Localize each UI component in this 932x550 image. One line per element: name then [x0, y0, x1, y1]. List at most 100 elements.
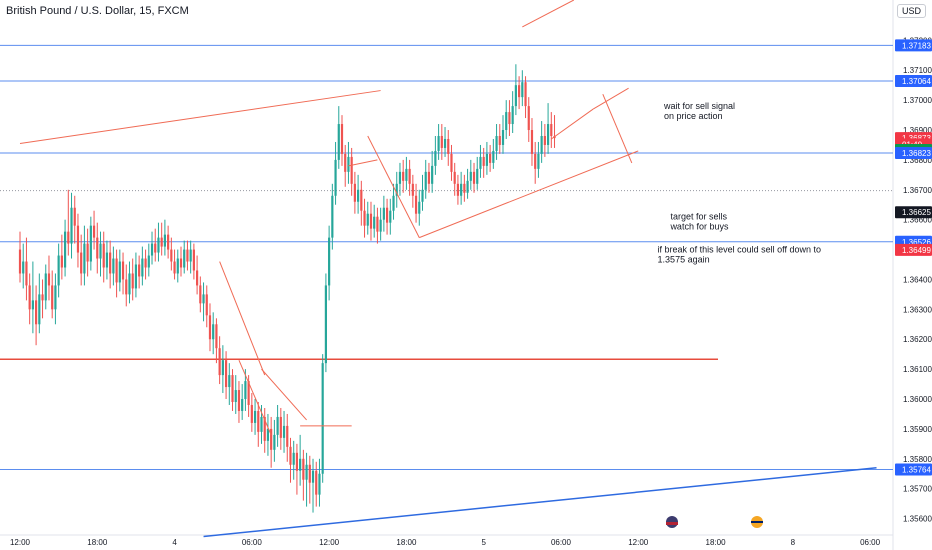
- candle-body: [360, 189, 363, 211]
- candle-body: [150, 243, 154, 256]
- price-badge-label: 1.37183: [902, 41, 931, 50]
- candle-body: [469, 171, 472, 181]
- candle-body: [450, 153, 453, 172]
- candle-body: [546, 124, 550, 145]
- candle-body: [476, 168, 479, 184]
- candle-body: [411, 183, 414, 196]
- candle-body: [76, 225, 80, 253]
- candle-body: [51, 285, 54, 310]
- candle-body: [170, 249, 173, 262]
- candle-body: [299, 458, 302, 471]
- candle-body: [89, 225, 92, 262]
- candles: [18, 64, 556, 513]
- candle-body: [99, 243, 102, 259]
- candle-body: [96, 237, 99, 259]
- candle-body: [144, 258, 147, 268]
- candle-body: [508, 112, 511, 125]
- candle-body: [427, 171, 431, 184]
- candle-body: [292, 452, 295, 465]
- x-tick-label: 8: [791, 538, 796, 547]
- price-badge-label: 1.36625: [902, 208, 931, 217]
- y-tick-label: 1.36200: [903, 335, 932, 344]
- candle-body: [295, 452, 299, 471]
- candle-body: [389, 210, 392, 223]
- candle-body: [421, 189, 424, 202]
- x-tick-label: 4: [172, 538, 177, 547]
- flag-gb-icon: [751, 516, 763, 528]
- x-tick-label: 06:00: [242, 538, 263, 547]
- chart-title: British Pound / U.S. Dollar, 15, FXCM: [6, 5, 189, 17]
- candle-body: [328, 237, 331, 286]
- x-tick-label: 06:00: [551, 538, 572, 547]
- candle-body: [337, 124, 340, 160]
- price-badge-label: 1.36526: [902, 238, 931, 247]
- y-tick-label: 1.36900: [903, 126, 932, 135]
- candle-body: [463, 183, 466, 193]
- price-badge: [895, 147, 932, 160]
- candle-body: [244, 381, 247, 400]
- candle-body: [511, 106, 514, 125]
- price-axis[interactable]: 1.372001.371001.370001.369001.368001.367…: [895, 36, 932, 524]
- candle-body: [382, 207, 385, 220]
- annotation-text: if break of this level could sell off do…: [658, 245, 821, 265]
- candle-body: [286, 425, 289, 447]
- candle-body: [109, 252, 112, 274]
- candle-body: [489, 153, 492, 163]
- candle-body: [260, 416, 263, 432]
- candle-body: [318, 473, 321, 495]
- candle-body: [270, 428, 273, 450]
- candle-body: [67, 231, 70, 244]
- candle-body: [250, 404, 253, 423]
- candle-body: [234, 390, 237, 402]
- candle-body: [534, 153, 537, 169]
- candle-body: [276, 416, 279, 435]
- candle-body: [218, 348, 221, 376]
- candle-body: [31, 300, 34, 310]
- candle-body: [154, 243, 157, 253]
- candle-body: [357, 189, 360, 202]
- annotation-line: wait for sell signal: [663, 101, 735, 111]
- candle-body: [18, 249, 22, 274]
- time-axis[interactable]: 12:00 18:00 4 06:00 12:00 18:00 5 06:00 12:00 18:…: [10, 538, 881, 547]
- candle-body: [247, 381, 250, 405]
- candle-body: [279, 416, 282, 438]
- y-tick-label: 1.35800: [903, 455, 932, 464]
- candle-body: [176, 258, 179, 274]
- annotation-line: watch for buys: [669, 222, 729, 232]
- candle-body: [266, 428, 270, 441]
- candle-body: [205, 294, 208, 316]
- y-tick-label: 1.36600: [903, 216, 932, 225]
- candle-body: [385, 207, 389, 223]
- candle-body: [183, 249, 186, 268]
- currency-button[interactable]: USD: [896, 4, 926, 18]
- candle-body: [224, 360, 228, 388]
- price-badge: [895, 463, 932, 476]
- x-tick-label: 18:00: [87, 538, 108, 547]
- flag-us-stripe: [666, 522, 678, 525]
- candle-body: [379, 219, 382, 232]
- candle-body: [212, 324, 215, 340]
- trend-line: [19, 90, 381, 144]
- candle-body: [395, 183, 398, 196]
- candle-body: [131, 273, 134, 289]
- candle-body: [112, 258, 115, 274]
- trend-line: [348, 159, 378, 167]
- candle-body: [353, 183, 356, 202]
- candle-body: [118, 261, 121, 283]
- candle-body: [57, 255, 60, 286]
- x-tick-label: 18:00: [396, 538, 417, 547]
- candle-body: [60, 255, 63, 268]
- candle-body: [315, 470, 318, 495]
- candle-body: [518, 85, 521, 98]
- candle-body: [479, 156, 482, 169]
- candle-body: [347, 156, 350, 172]
- candle-body: [453, 171, 456, 184]
- candle-body: [35, 300, 38, 325]
- price-badge-label: 1.37064: [902, 77, 931, 86]
- candle-body: [80, 252, 83, 274]
- candle-body: [115, 258, 118, 283]
- candle-body: [70, 207, 73, 244]
- price-badge-label: 1.36823: [902, 149, 931, 158]
- candle-body: [179, 258, 183, 268]
